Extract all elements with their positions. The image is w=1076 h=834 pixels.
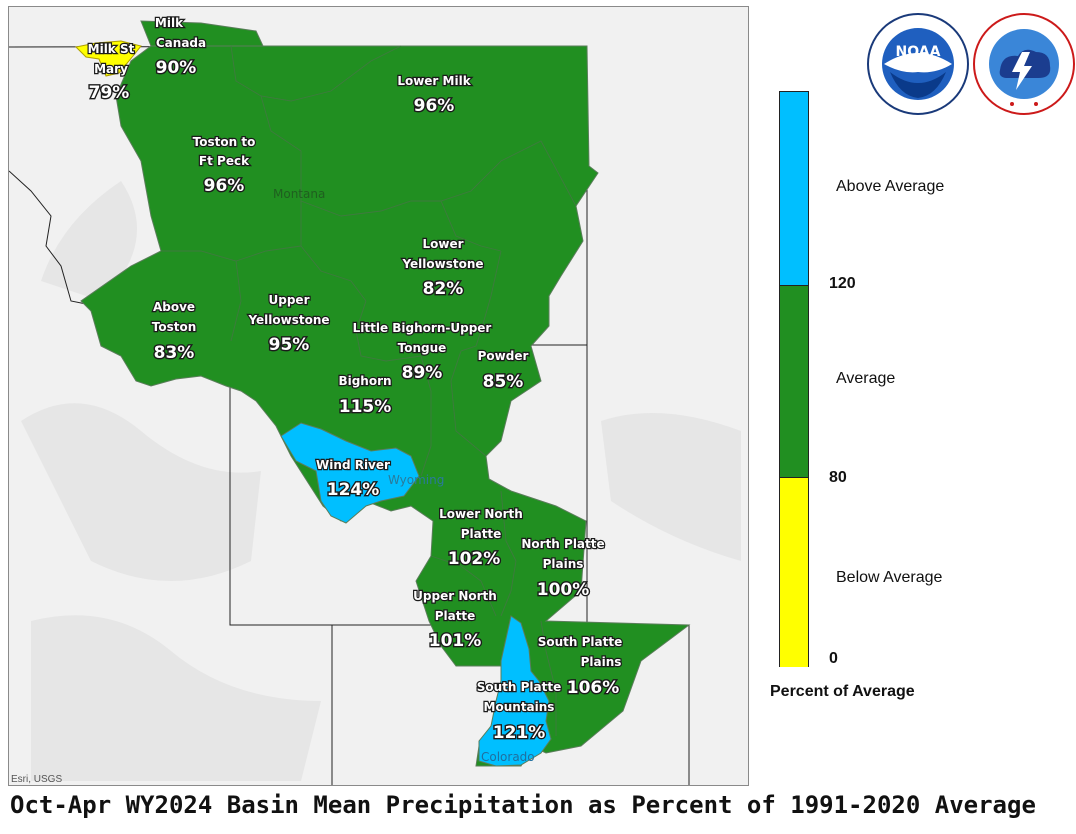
- svg-text:Little Bighorn-Upper: Little Bighorn-Upper: [353, 321, 492, 335]
- basin-label-milk-canada: Milk Canada 90%: [154, 15, 208, 80]
- svg-text:Platte: Platte: [461, 527, 502, 541]
- basin-label-north-platte-plains: North Platte Plains 100%: [520, 536, 606, 602]
- svg-text:Plains: Plains: [543, 557, 584, 571]
- svg-text:Lower North: Lower North: [439, 507, 523, 521]
- svg-text:Powder: Powder: [478, 349, 529, 363]
- state-label-wyoming: Wyoming: [388, 473, 444, 487]
- legend-tick-80: 80: [829, 469, 847, 486]
- svg-text:South Platte: South Platte: [538, 635, 623, 649]
- svg-text:Milk: Milk: [155, 16, 184, 30]
- map-title: Oct-Apr WY2024 Basin Mean Precipitation …: [10, 791, 1036, 819]
- basin-label-upper-yellowstone: Upper Yellowstone 95%: [246, 292, 330, 357]
- map-credit: Esri, USGS: [11, 774, 63, 785]
- svg-text:Toston: Toston: [152, 320, 197, 334]
- svg-text:106%: 106%: [567, 678, 620, 698]
- basin-map: Montana Wyoming Colorado Milk St Mary 79…: [9, 15, 741, 785]
- svg-text:79%: 79%: [89, 83, 130, 103]
- legend-swatch-above: [780, 92, 808, 285]
- basin-montana-average: [80, 45, 691, 767]
- noaa-logo-icon: NOAA: [867, 13, 969, 115]
- basin-label-south-platte-plains: South Platte Plains 106%: [537, 634, 624, 700]
- svg-text:Tongue: Tongue: [398, 341, 447, 355]
- basin-label-wind-river: Wind River 124%: [315, 457, 391, 502]
- svg-text:Mary: Mary: [94, 62, 128, 76]
- legend-swatch-average: [780, 285, 808, 478]
- svg-text:Mountains: Mountains: [484, 700, 555, 714]
- basin-label-little-bighorn-upper-tongue: Little Bighorn-Upper Tongue 89%: [351, 320, 492, 385]
- legend-label-above: Above Average: [836, 178, 945, 195]
- svg-text:96%: 96%: [204, 176, 245, 196]
- basin-label-lower-yellowstone: Lower Yellowstone 82%: [400, 236, 484, 301]
- basin-label-lower-milk: Lower Milk 96%: [396, 73, 473, 118]
- svg-text:South Platte: South Platte: [477, 680, 562, 694]
- svg-text:Lower: Lower: [422, 237, 463, 251]
- map-panel: Montana Wyoming Colorado Milk St Mary 79…: [8, 6, 749, 786]
- basin-labels: Milk St Mary 79% Milk Canada 90% Lower M…: [86, 15, 624, 745]
- svg-text:89%: 89%: [402, 363, 443, 383]
- svg-text:Canada: Canada: [156, 36, 206, 50]
- svg-text:95%: 95%: [269, 335, 310, 355]
- svg-text:Yellowstone: Yellowstone: [247, 313, 329, 327]
- basin-label-south-platte-mountains: South Platte Mountains 121%: [476, 679, 563, 745]
- basin-label-above-toston: Above Toston 83%: [151, 299, 198, 365]
- basin-milk-st-mary: [74, 40, 142, 77]
- svg-text:115%: 115%: [339, 397, 392, 417]
- svg-text:82%: 82%: [423, 279, 464, 299]
- basin-label-toston-ft-peck: Toston to Ft Peck 96%: [191, 134, 256, 198]
- state-label-montana: Montana: [273, 187, 325, 201]
- basin-label-lower-north-platte: Lower North Platte 102%: [438, 506, 524, 571]
- svg-text:North Platte: North Platte: [521, 537, 604, 551]
- svg-text:Upper: Upper: [269, 293, 310, 307]
- svg-text:Milk St: Milk St: [88, 42, 135, 56]
- basin-divisions: [161, 45, 577, 736]
- basin-label-bighorn: Bighorn 115%: [337, 373, 393, 419]
- svg-text:Yellowstone: Yellowstone: [401, 257, 483, 271]
- basemap-terrain: [21, 181, 741, 781]
- svg-text:Ft Peck: Ft Peck: [199, 154, 250, 168]
- svg-text:Bighorn: Bighorn: [338, 374, 391, 388]
- legend-label-below: Below Average: [836, 569, 943, 586]
- svg-text:102%: 102%: [448, 549, 501, 569]
- svg-text:NOAA: NOAA: [896, 44, 941, 60]
- svg-text:101%: 101%: [429, 631, 482, 651]
- basins: [74, 20, 691, 767]
- svg-text:Plains: Plains: [581, 655, 622, 669]
- state-label-colorado: Colorado: [481, 750, 535, 764]
- legend-title: Percent of Average: [770, 683, 915, 700]
- nws-logo-icon: [973, 13, 1075, 115]
- basin-label-powder: Powder 85%: [476, 348, 529, 394]
- basin-wind-river: [280, 422, 420, 524]
- basin-label-milk-st-mary: Milk St Mary 79%: [86, 41, 135, 105]
- legend-color-bar: [779, 91, 809, 667]
- svg-text:Lower Milk: Lower Milk: [397, 74, 471, 88]
- basin-label-upper-north-platte: Upper North Platte 101%: [412, 588, 498, 653]
- svg-text:Platte: Platte: [435, 609, 476, 623]
- svg-text:Wind River: Wind River: [316, 458, 390, 472]
- svg-text:124%: 124%: [327, 480, 380, 500]
- legend-tick-120: 120: [829, 275, 856, 292]
- svg-text:96%: 96%: [414, 96, 455, 116]
- svg-text:100%: 100%: [537, 580, 590, 600]
- legend-label-average: Average: [836, 370, 896, 387]
- svg-text:Above: Above: [153, 300, 195, 314]
- svg-text:Upper North: Upper North: [413, 589, 497, 603]
- legend-tick-0: 0: [829, 650, 838, 667]
- svg-text:85%: 85%: [483, 372, 524, 392]
- svg-text:121%: 121%: [493, 723, 546, 743]
- svg-text:83%: 83%: [154, 343, 195, 363]
- svg-text:Toston to: Toston to: [193, 135, 256, 149]
- svg-text:90%: 90%: [156, 58, 197, 78]
- basin-south-platte-mountains: [478, 615, 552, 767]
- legend-swatch-below: [780, 477, 808, 667]
